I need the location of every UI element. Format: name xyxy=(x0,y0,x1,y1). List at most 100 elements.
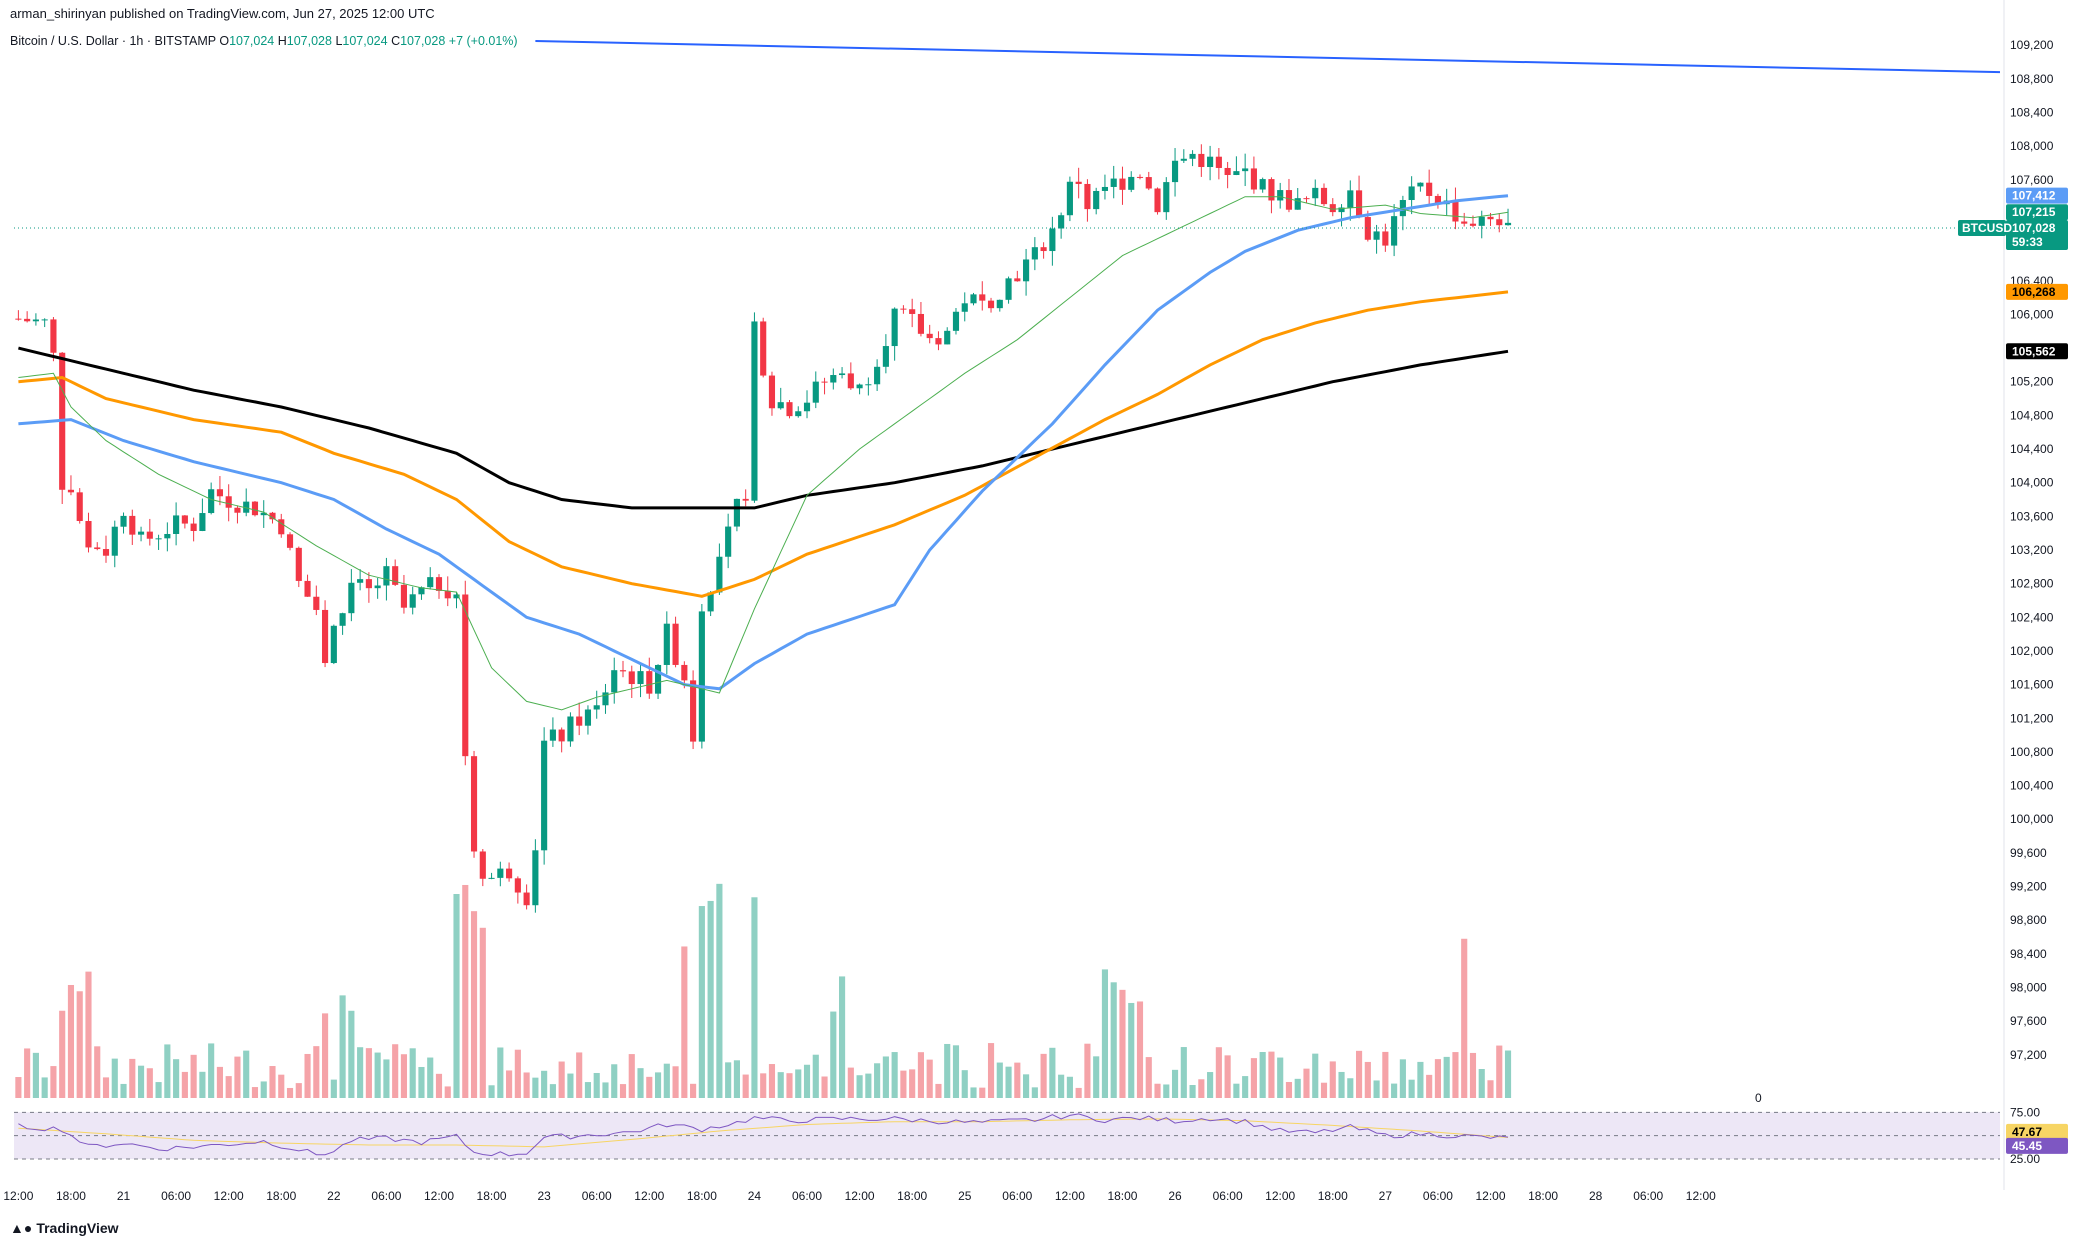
candle-body xyxy=(1391,216,1398,246)
volume-bar xyxy=(944,1043,951,1098)
candle-body xyxy=(707,592,714,612)
volume-bar xyxy=(1285,1081,1293,1098)
time-tick-label: 21 xyxy=(117,1189,131,1203)
price-axis[interactable]: 109,200108,800108,400108,000107,600106,4… xyxy=(2003,0,2054,1190)
candle-body xyxy=(874,366,881,385)
volume-bar xyxy=(1101,969,1109,1098)
volume-bar xyxy=(435,1073,443,1098)
volume-bar xyxy=(295,1083,302,1098)
volume-bar xyxy=(1417,1061,1424,1098)
candle-body xyxy=(654,664,662,694)
volume-bar xyxy=(812,1054,819,1098)
candle-body xyxy=(173,515,180,534)
change-value: +7 (+0.01%) xyxy=(448,34,518,48)
volume-bar xyxy=(1294,1078,1301,1098)
candle-body xyxy=(1303,198,1310,200)
candle-body xyxy=(839,373,846,376)
high-value: 107,028 xyxy=(286,34,332,48)
volume-bar xyxy=(1180,1047,1187,1098)
time-axis[interactable]: 12:00 18:00 21 06:00 12:00 18:00 22 06:00 12:00 1… xyxy=(3,1189,1716,1203)
candle-body xyxy=(339,613,346,626)
volume-bar xyxy=(1250,1058,1257,1098)
candle-body xyxy=(1066,181,1073,216)
rsi-tag-bg xyxy=(2006,1123,2068,1140)
bar-countdown: 59:33 xyxy=(2012,235,2043,249)
ma-line-ema-100 xyxy=(18,290,1509,598)
volume-bar xyxy=(59,1010,66,1098)
candle-body xyxy=(856,384,863,389)
close-value: 107,028 xyxy=(400,34,446,48)
time-tick-label: 26 xyxy=(1168,1189,1182,1203)
volume-bar xyxy=(628,1054,635,1098)
candle-body xyxy=(1285,190,1293,210)
volume-bar xyxy=(1242,1076,1249,1098)
candle-body xyxy=(1075,181,1082,184)
candle-body xyxy=(479,851,486,879)
candle-body xyxy=(698,611,705,742)
volume-bar xyxy=(50,1066,57,1098)
candle-body xyxy=(488,877,495,879)
volume-bar xyxy=(979,1087,986,1098)
volume-bar xyxy=(24,1048,31,1098)
price-tick-label: 101,200 xyxy=(2010,711,2054,725)
candle-body xyxy=(681,664,688,681)
candle-body xyxy=(1040,247,1047,252)
candle-body xyxy=(1347,190,1354,208)
candle-body xyxy=(50,319,57,353)
volume-bar xyxy=(821,1076,828,1098)
price-tick-label: 97,200 xyxy=(2010,1048,2047,1062)
candle-body xyxy=(1461,221,1468,224)
candle-body xyxy=(453,594,460,599)
volume-bar xyxy=(690,1083,697,1098)
candle-body xyxy=(322,609,329,664)
price-tick-label: 99,600 xyxy=(2010,846,2047,860)
volume-bar xyxy=(1005,1066,1012,1098)
volume-bar xyxy=(1391,1083,1398,1098)
volume-bar xyxy=(41,1077,48,1098)
volume-bar xyxy=(1373,1080,1380,1098)
candle-body xyxy=(891,308,898,347)
volume-bar xyxy=(1128,1002,1135,1098)
volume-bar xyxy=(1452,1052,1459,1098)
candle-body xyxy=(593,705,600,710)
time-tick-label: 12:00 xyxy=(1265,1189,1295,1203)
time-tick-label: 24 xyxy=(748,1189,762,1203)
volume-bar xyxy=(733,1060,740,1098)
volume-bar xyxy=(208,1043,215,1098)
volume-bar xyxy=(1364,1061,1371,1098)
candle-body xyxy=(742,498,749,501)
tradingview-brand[interactable]: ▲● TradingView xyxy=(10,1220,119,1236)
time-tick-label: 27 xyxy=(1379,1189,1393,1203)
volume-bar xyxy=(558,1061,565,1098)
symbol-title[interactable]: Bitcoin / U.S. Dollar · 1h · BITSTAMP xyxy=(10,34,216,48)
moving-averages xyxy=(14,40,2001,711)
volume-bar xyxy=(541,1070,548,1098)
volume-bar xyxy=(1198,1079,1205,1098)
volume-bar xyxy=(1461,938,1468,1098)
volume-bar xyxy=(400,1054,408,1098)
low-value: 107,024 xyxy=(342,34,388,48)
candle-body xyxy=(1312,187,1319,199)
volume-bar xyxy=(462,884,469,1098)
volume-bar xyxy=(611,1064,618,1098)
time-tick-label: 25 xyxy=(958,1189,972,1203)
candle-body xyxy=(1101,186,1109,191)
volume-bar xyxy=(1014,1062,1021,1098)
ohlc-legend: Bitcoin / U.S. Dollar · 1h · BITSTAMP O1… xyxy=(10,34,518,48)
time-tick-label: 06:00 xyxy=(1423,1189,1453,1203)
volume-bar xyxy=(970,1087,977,1098)
volume-bar xyxy=(1207,1072,1214,1098)
candle-body xyxy=(164,533,171,539)
volume-bar xyxy=(1119,989,1126,1098)
candlesticks xyxy=(15,144,1512,913)
time-tick-label: 18:00 xyxy=(1318,1189,1348,1203)
volume-bar xyxy=(1478,1069,1485,1098)
volume-bar xyxy=(313,1046,320,1098)
candle-body xyxy=(777,402,784,409)
time-tick-label: 06:00 xyxy=(1633,1189,1663,1203)
candle-body xyxy=(286,534,294,548)
candle-body xyxy=(944,330,951,345)
volume-bar xyxy=(549,1084,556,1098)
volume-bar xyxy=(1312,1053,1319,1098)
